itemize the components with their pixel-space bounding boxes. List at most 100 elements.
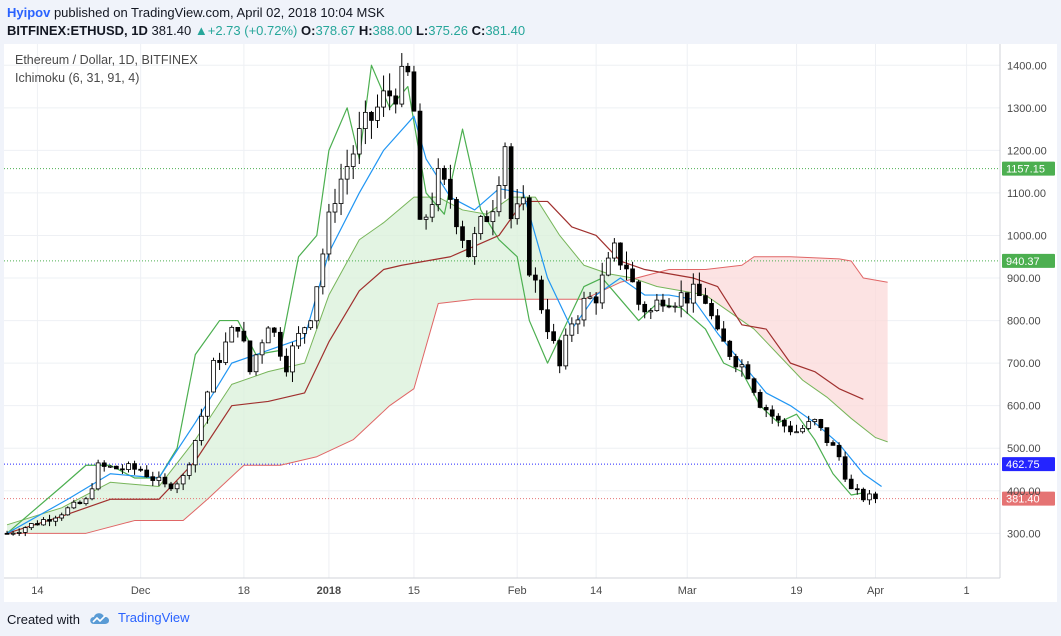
up-arrow-icon: ▲ [194, 23, 208, 38]
candle-up [308, 320, 314, 329]
candle-down [4, 532, 10, 535]
chart-panel[interactable]: 1157.15 940.37 462.75 381.40 300.00 400.00 500… [4, 44, 1057, 602]
candle-down [775, 415, 781, 421]
price-axis: 1157.15 940.37 462.75 381.40 300.00 400.00 500… [999, 44, 1055, 578]
symbol-label: BITFINEX:ETHUSD, 1D [7, 23, 148, 38]
candle-down [593, 296, 599, 304]
candle-up [356, 128, 362, 155]
footer: Created with TradingView [0, 602, 1061, 636]
candle-up [678, 292, 684, 307]
candle-up [53, 517, 58, 522]
low-label: L: [415, 23, 429, 38]
candle-down [624, 264, 629, 270]
candle-down [101, 462, 107, 467]
candle-up [563, 334, 569, 367]
candle-down [466, 240, 471, 258]
candle-up [126, 463, 131, 470]
chart-header: Hyipov published on TradingView.com, Apr… [0, 0, 1061, 44]
candle-down [830, 442, 836, 446]
level-tag [1002, 253, 1055, 268]
candle-up [205, 391, 210, 417]
author-name[interactable]: Hyipov [7, 5, 51, 20]
price-tick-label: 1400.00 [1007, 60, 1047, 72]
candlesticks [4, 53, 878, 537]
candle-down [636, 281, 641, 305]
level-value: 1157.15 [1006, 164, 1045, 176]
candle-down [284, 355, 289, 373]
candle-down [441, 167, 447, 180]
candle-up [520, 197, 526, 205]
candle-down [836, 444, 842, 458]
candle-down [417, 110, 423, 220]
time-axis: 14 Dec 18 2018 15 Feb 14 Mar 19 Apr 1 [4, 577, 1000, 597]
level-tag [1002, 457, 1055, 472]
candle-down [448, 178, 453, 200]
candle-up [332, 203, 338, 213]
candle-down [241, 330, 247, 342]
candle-down [150, 476, 156, 481]
candle-up [41, 519, 46, 526]
price-chart[interactable]: 1157.15 940.37 462.75 381.40 300.00 400.00 500… [4, 44, 1057, 602]
candle-up [180, 475, 186, 485]
candle-up [496, 185, 502, 213]
candle-down [684, 292, 690, 304]
candle-up [806, 421, 812, 429]
indicator-label[interactable]: Ichimoku (6, 31, 91, 4) [15, 71, 140, 85]
candle-up [326, 211, 332, 255]
candle-down [854, 488, 860, 491]
candle-down [551, 331, 556, 342]
candle-up [514, 203, 520, 220]
candle-down [745, 364, 751, 380]
candle-up [10, 532, 16, 535]
candle-down [77, 501, 83, 505]
cloud-logo-icon [90, 612, 110, 624]
candle-down [818, 419, 824, 429]
candle-down [751, 378, 757, 393]
candle-up [575, 319, 581, 325]
close-label: C: [471, 23, 486, 38]
candle-up [59, 514, 65, 519]
time-tick-label: 15 [408, 585, 420, 597]
price-tick-label: 900.00 [1007, 273, 1041, 285]
candle-down [703, 295, 708, 304]
candle-up [314, 286, 320, 322]
last-price: 381.40 [151, 23, 192, 38]
candle-down [873, 493, 878, 500]
candle-up [648, 310, 654, 313]
candle-down [460, 226, 465, 241]
time-tick-label: Mar [678, 585, 697, 597]
candle-down [168, 483, 174, 490]
candle-up [739, 364, 745, 368]
level-value: 462.75 [1006, 459, 1040, 471]
candle-up [587, 296, 593, 299]
candle-down [848, 478, 854, 490]
candle-down [405, 65, 411, 73]
time-tick-label: Feb [508, 585, 527, 597]
candle-up [107, 465, 113, 468]
candle-down [138, 468, 143, 471]
time-tick-label: 19 [790, 585, 802, 597]
candle-down [763, 407, 769, 411]
candle-down [782, 419, 787, 427]
candle-down [454, 199, 459, 228]
level-tag [1002, 491, 1055, 506]
candle-down [721, 328, 727, 342]
candle-up [95, 462, 101, 490]
tradingview-link[interactable]: TradingView [88, 610, 190, 625]
time-tick-label: 14 [31, 585, 43, 597]
candle-up [429, 204, 435, 218]
low-value: 375.26 [428, 23, 468, 38]
candle-up [156, 476, 162, 481]
candle-up [320, 253, 326, 288]
candle-down [715, 315, 720, 330]
cloud-bullish [7, 197, 636, 534]
candle-down [861, 488, 866, 501]
level-value: 940.37 [1006, 256, 1040, 268]
candle-up [259, 342, 265, 356]
candle-up [174, 483, 180, 490]
price-tick-label: 700.00 [1007, 358, 1041, 370]
candle-up [350, 153, 356, 167]
candle-down [132, 463, 137, 470]
price-tick-label: 1000.00 [1007, 230, 1047, 242]
candle-down [484, 216, 490, 223]
